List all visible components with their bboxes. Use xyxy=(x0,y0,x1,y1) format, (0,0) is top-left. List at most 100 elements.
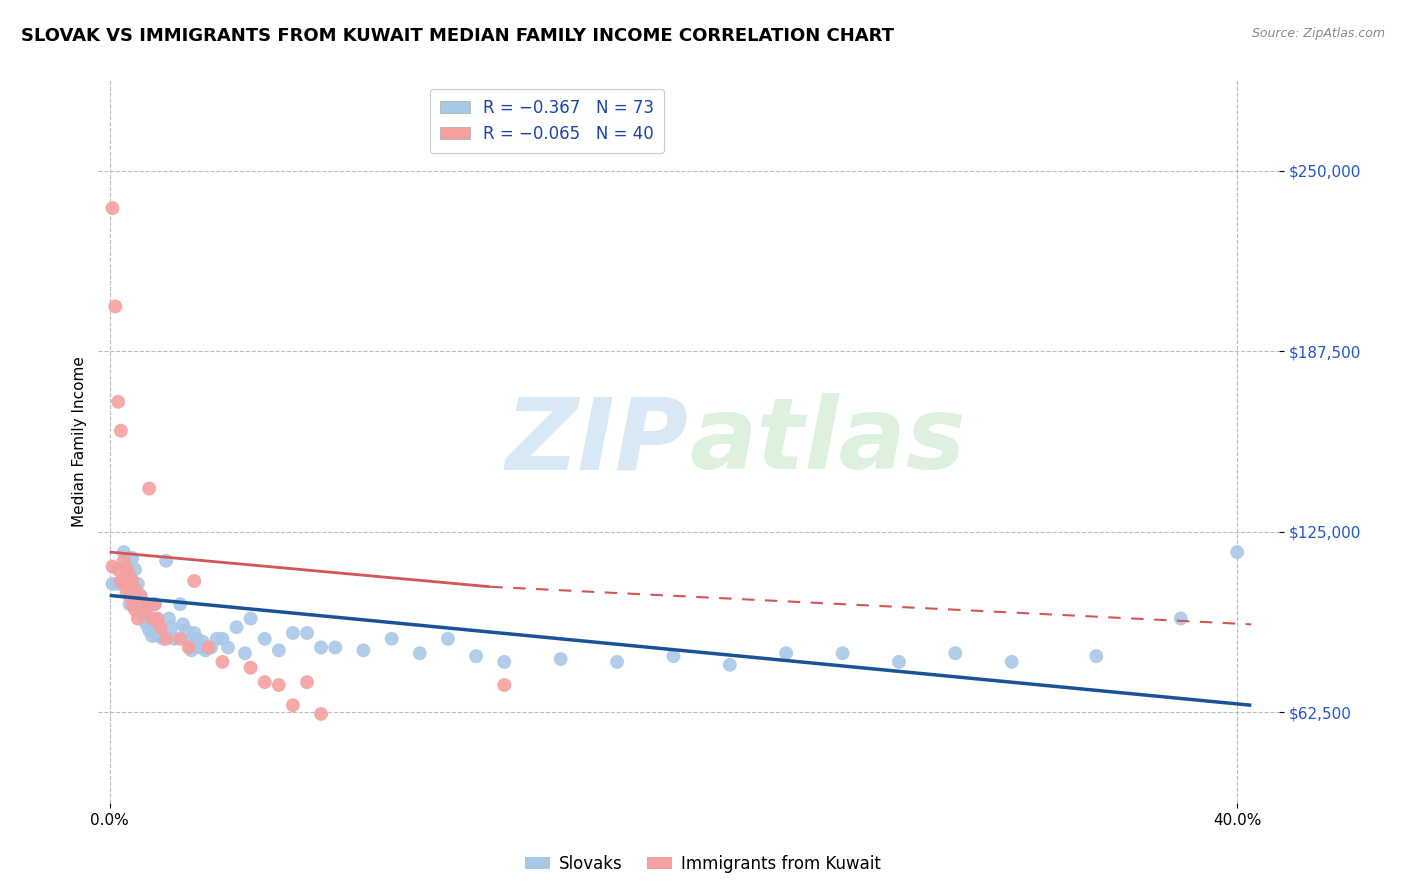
Point xyxy=(233,646,256,660)
Point xyxy=(135,617,157,632)
Point xyxy=(465,649,488,664)
Point xyxy=(141,611,163,625)
Point xyxy=(149,620,172,634)
Point xyxy=(225,620,247,634)
Text: atlas: atlas xyxy=(689,393,966,490)
Point xyxy=(831,646,853,660)
Point xyxy=(101,201,124,215)
Point xyxy=(124,562,146,576)
Point xyxy=(118,597,141,611)
Point xyxy=(101,559,124,574)
Y-axis label: Median Family Income: Median Family Income xyxy=(72,356,87,527)
Point xyxy=(141,629,163,643)
Point xyxy=(775,646,797,660)
Point xyxy=(239,611,262,625)
Point xyxy=(197,640,219,655)
Point xyxy=(163,632,186,646)
Point xyxy=(129,591,152,606)
Point xyxy=(183,626,205,640)
Point xyxy=(211,632,233,646)
Point xyxy=(662,649,685,664)
Point xyxy=(887,655,910,669)
Point xyxy=(110,574,132,588)
Point xyxy=(104,300,127,314)
Point xyxy=(157,611,180,625)
Point xyxy=(138,482,160,496)
Point xyxy=(200,640,222,655)
Point xyxy=(118,589,141,603)
Point xyxy=(132,608,155,623)
Point xyxy=(180,643,202,657)
Point xyxy=(143,611,166,625)
Point xyxy=(409,646,432,660)
Point xyxy=(550,652,572,666)
Point xyxy=(112,554,135,568)
Point xyxy=(135,606,157,620)
Point xyxy=(943,646,966,660)
Point xyxy=(149,623,172,637)
Point xyxy=(253,632,276,646)
Point xyxy=(1226,545,1249,559)
Point xyxy=(121,550,143,565)
Point xyxy=(146,617,169,632)
Point xyxy=(143,597,166,611)
Point xyxy=(169,632,191,646)
Point xyxy=(718,657,741,672)
Legend: R = −0.367   N = 73, R = −0.065   N = 40: R = −0.367 N = 73, R = −0.065 N = 40 xyxy=(430,88,665,153)
Point xyxy=(295,626,318,640)
Point xyxy=(281,698,304,713)
Point xyxy=(155,632,177,646)
Point xyxy=(129,603,152,617)
Point xyxy=(146,629,169,643)
Point xyxy=(127,597,149,611)
Point xyxy=(309,706,332,721)
Point xyxy=(494,655,516,669)
Point xyxy=(107,394,129,409)
Point xyxy=(127,611,149,625)
Point xyxy=(121,574,143,588)
Point xyxy=(177,634,200,648)
Point xyxy=(115,559,138,574)
Text: ZIP: ZIP xyxy=(506,393,689,490)
Point xyxy=(118,568,141,582)
Point xyxy=(121,574,143,588)
Point xyxy=(239,661,262,675)
Point xyxy=(188,640,211,655)
Point xyxy=(253,675,276,690)
Point xyxy=(174,623,197,637)
Point xyxy=(146,611,169,625)
Point xyxy=(115,585,138,599)
Point xyxy=(191,634,214,648)
Point xyxy=(197,640,219,655)
Point xyxy=(281,626,304,640)
Point xyxy=(267,678,290,692)
Point xyxy=(138,611,160,625)
Point xyxy=(127,589,149,603)
Point xyxy=(141,615,163,629)
Point xyxy=(124,582,146,597)
Point xyxy=(205,632,228,646)
Point xyxy=(112,545,135,559)
Point xyxy=(127,577,149,591)
Point xyxy=(309,640,332,655)
Point xyxy=(107,577,129,591)
Point xyxy=(606,655,628,669)
Point xyxy=(101,577,124,591)
Text: Source: ZipAtlas.com: Source: ZipAtlas.com xyxy=(1251,27,1385,40)
Point xyxy=(323,640,346,655)
Point xyxy=(135,603,157,617)
Point xyxy=(211,655,233,669)
Point xyxy=(121,597,143,611)
Point xyxy=(112,577,135,591)
Point xyxy=(129,589,152,603)
Point xyxy=(155,554,177,568)
Point xyxy=(1170,611,1192,625)
Point xyxy=(437,632,460,646)
Point xyxy=(138,623,160,637)
Point xyxy=(172,617,194,632)
Point xyxy=(152,632,174,646)
Point xyxy=(295,675,318,690)
Point xyxy=(115,562,138,576)
Point xyxy=(217,640,239,655)
Point xyxy=(177,640,200,655)
